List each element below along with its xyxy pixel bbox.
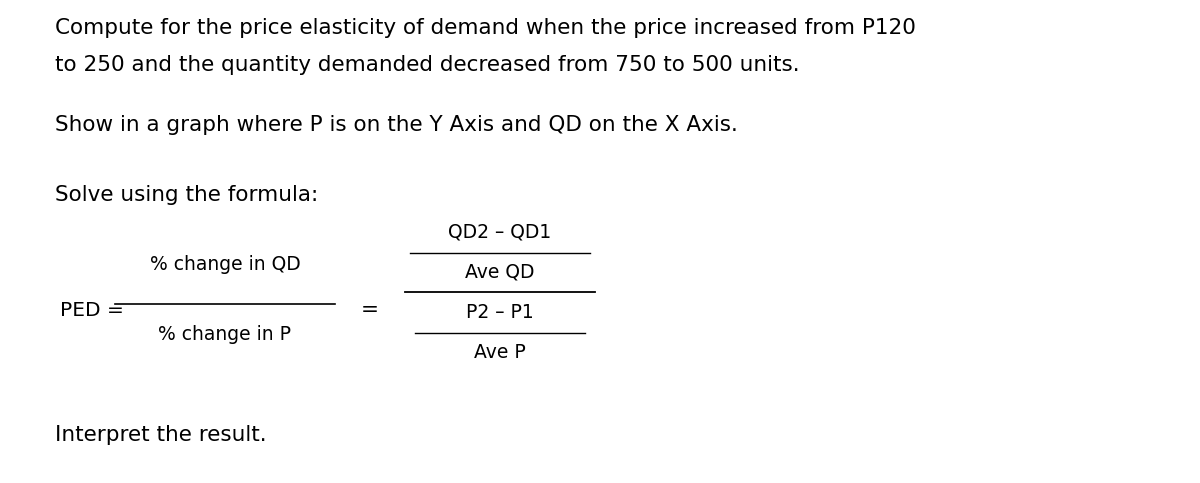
Text: Ave QD: Ave QD [466,262,535,282]
Text: to 250 and the quantity demanded decreased from 750 to 500 units.: to 250 and the quantity demanded decreas… [55,55,799,75]
Text: Ave P: Ave P [474,342,526,361]
Text: Show in a graph where P is on the Y Axis and QD on the X Axis.: Show in a graph where P is on the Y Axis… [55,115,738,135]
Text: =: = [361,300,379,320]
Text: QD2 – QD1: QD2 – QD1 [449,223,552,242]
Text: PED =: PED = [60,300,124,319]
Text: P2 – P1: P2 – P1 [466,303,534,323]
Text: Compute for the price elasticity of demand when the price increased from P120: Compute for the price elasticity of dema… [55,18,916,38]
Text: Interpret the result.: Interpret the result. [55,425,266,445]
Text: % change in QD: % change in QD [150,256,300,274]
Text: % change in P: % change in P [158,326,292,344]
Text: Solve using the formula:: Solve using the formula: [55,185,318,205]
